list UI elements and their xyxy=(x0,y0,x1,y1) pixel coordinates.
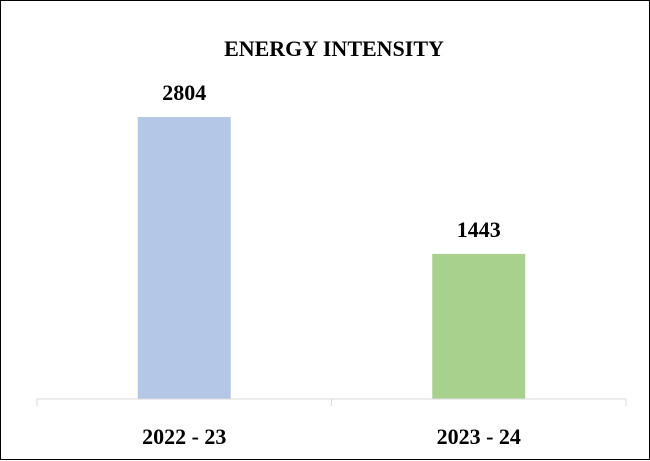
x-tick-label: 2022 - 23 xyxy=(142,424,226,449)
data-label: 2804 xyxy=(162,80,206,105)
data-label: 1443 xyxy=(457,217,501,242)
chart-title: ENERGY INTENSITY xyxy=(224,36,444,61)
data-labels-group: 2804 1443 xyxy=(162,80,501,242)
x-tick-labels: 2022 - 23 2023 - 24 xyxy=(142,424,521,449)
x-axis xyxy=(36,398,627,406)
x-tick-label: 2023 - 24 xyxy=(437,424,521,449)
bar-2022-23 xyxy=(137,117,231,399)
bars-group xyxy=(137,117,526,399)
bar-2023-24 xyxy=(432,253,526,399)
